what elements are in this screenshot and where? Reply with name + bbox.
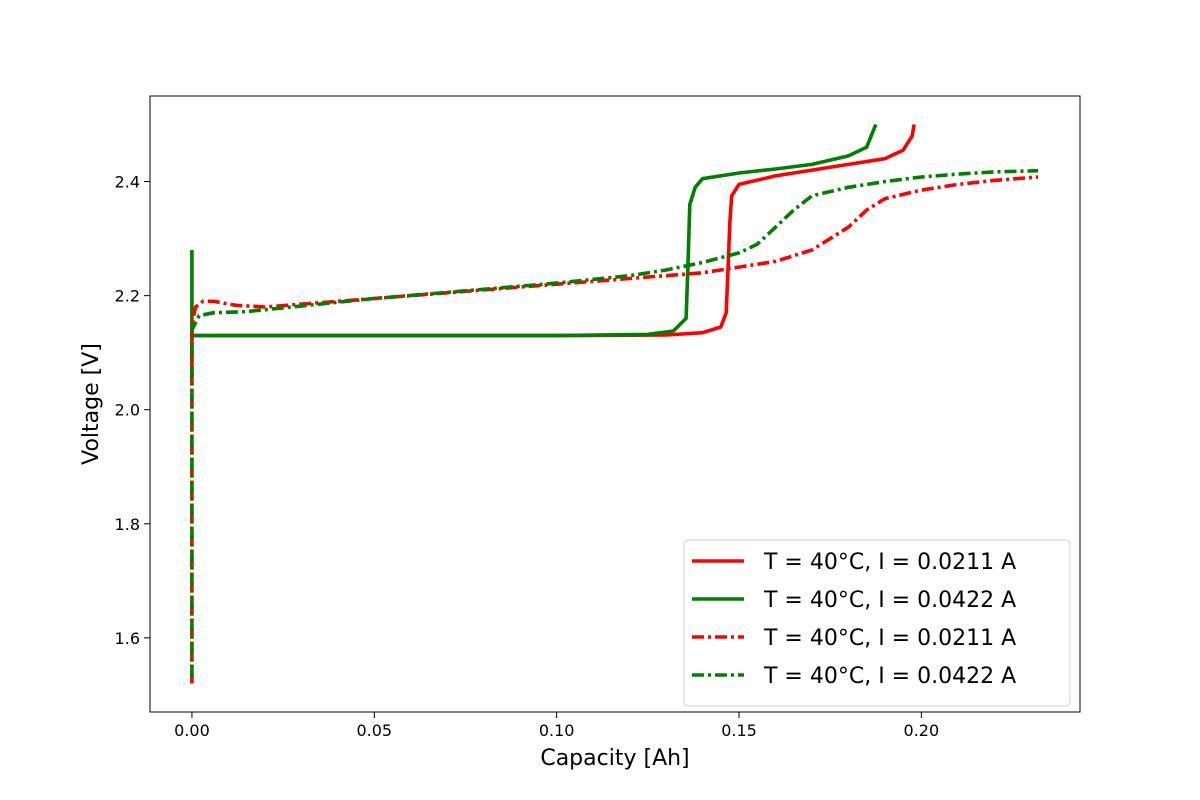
y-tick-label: 2.4 <box>115 173 140 192</box>
y-tick-label: 1.6 <box>115 629 140 648</box>
x-tick-label: 0.20 <box>904 721 940 740</box>
y-axis-label: Voltage [V] <box>79 343 104 465</box>
series-line-3 <box>190 175 1039 684</box>
y-tick-label: 2.2 <box>115 287 140 306</box>
x-tick-label: 0.15 <box>721 721 757 740</box>
series-line-4 <box>190 168 1039 678</box>
y-tick-label: 2.0 <box>115 401 140 420</box>
x-axis-label: Capacity [Ah] <box>540 746 689 771</box>
x-tick-label: 0.05 <box>356 721 392 740</box>
x-tick-label: 0.10 <box>539 721 575 740</box>
series-layer <box>190 123 1039 684</box>
legend-label-2: T = 40°C, I = 0.0422 A <box>763 588 1016 613</box>
legend-label-3: T = 40°C, I = 0.0211 A <box>763 626 1016 651</box>
legend-label-1: T = 40°C, I = 0.0211 A <box>763 550 1016 575</box>
legend-label-4: T = 40°C, I = 0.0422 A <box>763 664 1016 689</box>
x-tick-label: 0.00 <box>174 721 210 740</box>
plot-frame <box>149 95 1081 713</box>
legend: T = 40°C, I = 0.0211 A T = 40°C, I = 0.04… <box>683 539 1071 707</box>
ticks-layer: 0.00 0.05 0.10 0.15 0.20 1.6 1.8 2.0 2.2 2.4 <box>115 173 940 740</box>
legend-box <box>683 539 1071 707</box>
series-line-2 <box>190 123 878 338</box>
y-tick-label: 1.8 <box>115 515 140 534</box>
